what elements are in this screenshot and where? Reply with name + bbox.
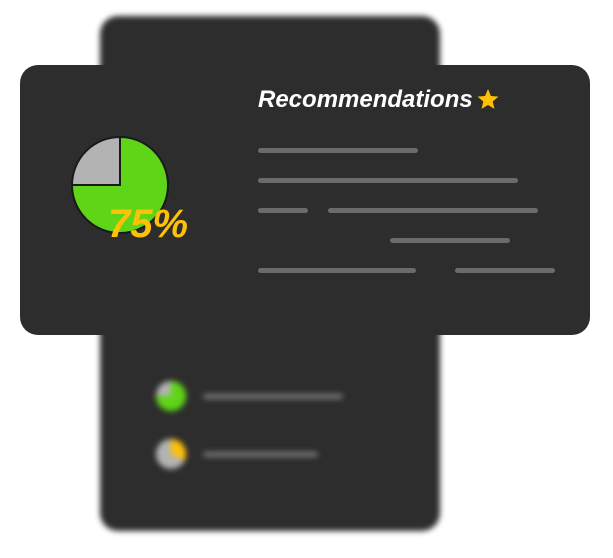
front-text-line xyxy=(455,268,555,273)
back-text-line xyxy=(203,452,318,457)
front-text-line xyxy=(258,268,416,273)
star-icon xyxy=(475,87,501,113)
front-text-line xyxy=(328,208,538,213)
mini-pie-yellow xyxy=(153,436,189,472)
front-text-line xyxy=(390,238,510,243)
back-text-line xyxy=(203,394,343,399)
front-text-line xyxy=(258,178,518,183)
front-text-line xyxy=(258,208,308,213)
front-text-line xyxy=(258,148,418,153)
recommendations-title: Recommendations xyxy=(258,86,473,114)
mini-pie-green xyxy=(153,378,189,414)
percent-label: 75% xyxy=(108,202,188,247)
stage: 75% Recommendations xyxy=(0,0,613,558)
